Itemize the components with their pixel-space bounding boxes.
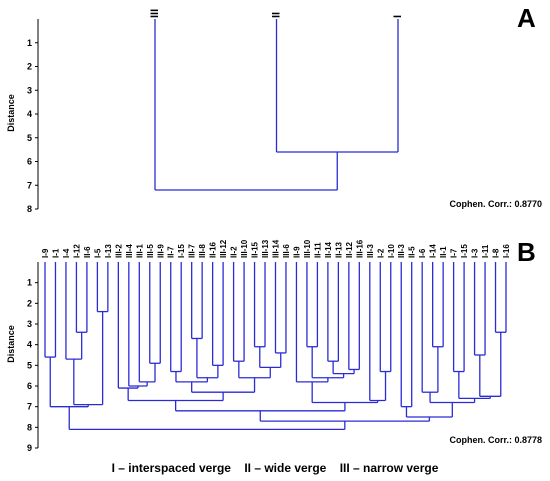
leaf-label: I-15 xyxy=(460,244,469,258)
leaf-label: III-8 xyxy=(198,244,207,258)
leaf-label: III-6 xyxy=(282,244,291,258)
leaf-label: III-2 xyxy=(114,244,123,258)
leaf-label: III-14 xyxy=(272,239,281,258)
leaf-label: I-1 xyxy=(51,248,60,258)
panel-a-cophenetic-correlation: Cophen. Corr.: 0.8770 xyxy=(449,199,542,209)
y-tick-label: 5 xyxy=(27,360,32,370)
leaf-label: III-3 xyxy=(397,244,406,258)
leaf-label: I-14 xyxy=(429,244,438,258)
leaf-label: III-10 xyxy=(303,239,312,258)
leaf-label: III-16 xyxy=(355,239,364,258)
leaf-label: II xyxy=(271,12,283,18)
legend-text: I – interspaced verge II – wide verge II… xyxy=(112,461,439,475)
panel-a-y-axis-title: Distance xyxy=(6,94,16,132)
leaf-label: III-12 xyxy=(219,239,228,258)
leaf-label: I-15 xyxy=(177,244,186,258)
leaf-label: I-2 xyxy=(376,248,385,258)
leaf-label: I-9 xyxy=(41,248,50,258)
panel-a-dendrogram-links xyxy=(154,19,399,191)
panel-b-y-axis: 1 2 3 4 5 6 7 8 9 xyxy=(27,262,39,453)
y-tick-label: 4 xyxy=(27,340,32,350)
leaf-label: I-7 xyxy=(450,248,459,258)
y-tick-label: 6 xyxy=(27,381,32,391)
leaf-label: II-9 xyxy=(292,246,301,258)
leaf-label: II-13 xyxy=(334,241,343,258)
y-tick-label: 2 xyxy=(27,298,32,308)
panel-a-letter: A xyxy=(517,3,536,33)
leaf-label: I-10 xyxy=(387,244,396,258)
y-tick-label: 3 xyxy=(27,85,32,95)
leaf-label: I-6 xyxy=(418,248,427,258)
leaf-label: I-12 xyxy=(72,244,81,258)
panel-b-y-axis-title: Distance xyxy=(6,325,16,363)
leaf-label: II-5 xyxy=(408,246,417,258)
y-tick-label: 6 xyxy=(27,157,32,167)
leaf-label: I-5 xyxy=(93,248,102,258)
panel-b-leaf-labels: I-9 I-1 I-4 I-12 II-6 I-5 I-13 III-2 III-4 III-1 I… xyxy=(41,239,511,258)
y-tick-label: 4 xyxy=(27,109,32,119)
leaf-label: II-14 xyxy=(324,241,333,258)
leaf-label: I-4 xyxy=(62,248,71,258)
leaf-label: III-9 xyxy=(156,244,165,258)
leaf-label: II-6 xyxy=(83,246,92,258)
leaf-label: III-4 xyxy=(125,244,134,258)
leaf-label: II-7 xyxy=(167,246,176,258)
y-tick-label: 8 xyxy=(27,204,32,214)
y-tick-label: 8 xyxy=(27,422,32,432)
leaf-label: II-1 xyxy=(439,246,448,258)
leaf-label: II-12 xyxy=(345,241,354,258)
y-tick-label: 2 xyxy=(27,62,32,72)
panel-b-cophenetic-correlation: Cophen. Corr.: 0.8778 xyxy=(449,435,542,445)
leaf-label: II-2 xyxy=(230,246,239,258)
leaf-label: I-11 xyxy=(481,244,490,258)
leaf-label: I-8 xyxy=(492,248,501,258)
y-tick-label: 1 xyxy=(27,278,32,288)
panel-b-dendrogram-links xyxy=(44,262,507,431)
leaf-label: II-15 xyxy=(251,241,260,258)
leaf-label: II-16 xyxy=(209,241,218,258)
y-tick-label: 3 xyxy=(27,319,32,329)
leaf-label: III-3 xyxy=(366,244,375,258)
leaf-label: I xyxy=(392,15,404,18)
leaf-label: III-10 xyxy=(240,239,249,258)
y-tick-label: 9 xyxy=(27,443,32,453)
y-tick-label: 1 xyxy=(27,38,32,48)
leaf-label: III-13 xyxy=(261,239,270,258)
y-tick-label: 7 xyxy=(27,402,32,412)
panel-a: A Distance Cophen. Corr.: 0.8770 1 2 3 4 5 6 7… xyxy=(6,3,542,214)
leaf-label: III-7 xyxy=(188,244,197,258)
y-tick-label: 5 xyxy=(27,133,32,143)
panel-b-letter: B xyxy=(517,237,536,267)
leaf-label: II-11 xyxy=(313,242,322,258)
leaf-label: I-16 xyxy=(502,244,511,258)
leaf-label: III-1 xyxy=(135,244,144,258)
panel-a-y-axis: 1 2 3 4 5 6 7 8 xyxy=(27,19,39,214)
leaf-label: I-3 xyxy=(471,248,480,258)
leaf-label: III-5 xyxy=(146,244,155,258)
panel-b: B Distance Cophen. Corr.: 0.8778 1 2 3 4 5 6 7… xyxy=(6,237,542,453)
leaf-label: I-13 xyxy=(104,244,113,258)
y-tick-label: 7 xyxy=(27,180,32,190)
leaf-label: III xyxy=(149,9,161,18)
panel-a-leaf-labels: III II I xyxy=(149,9,404,18)
